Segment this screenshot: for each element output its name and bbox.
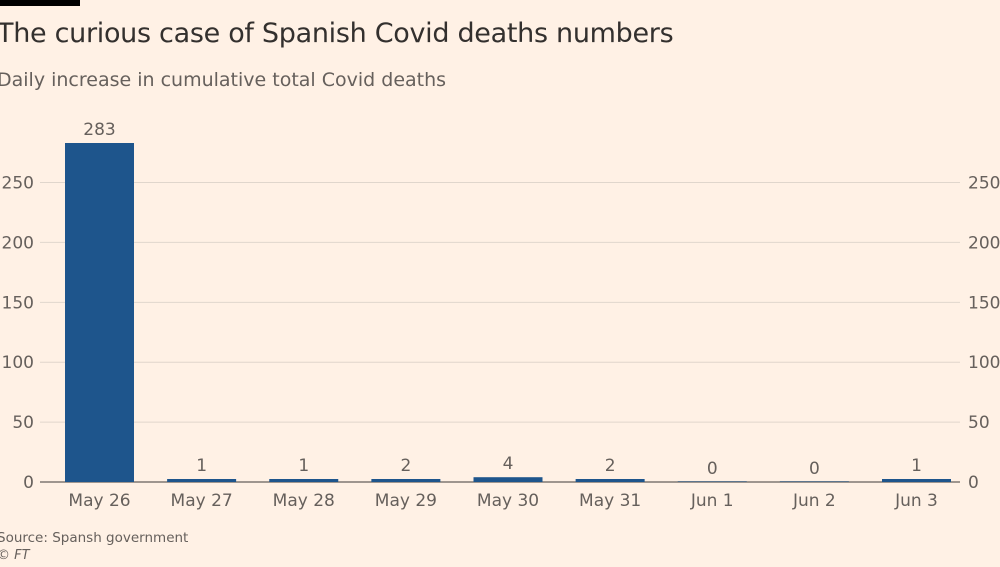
chart-title: The curious case of Spanish Covid deaths…: [0, 18, 674, 49]
value-label: 2: [400, 456, 411, 476]
y-tick-label-right: 0: [968, 473, 979, 493]
gridlines: [40, 182, 960, 483]
bar-may-30: [473, 477, 543, 482]
y-tick-label-right: 100: [968, 353, 1000, 373]
source-note: Source: Spansh government: [0, 530, 189, 546]
x-tick-label: Jun 2: [792, 491, 836, 511]
value-label: 0: [707, 459, 718, 479]
y-tick-label-left: 100: [2, 353, 34, 373]
value-label: 4: [503, 454, 514, 474]
x-tick-label: May 26: [68, 491, 130, 511]
bar-may-28: [269, 479, 339, 482]
value-label: 2: [605, 456, 616, 476]
x-tick-label: Jun 3: [894, 491, 938, 511]
x-tick-label: May 28: [273, 491, 335, 511]
copyright-note: © FT: [0, 548, 30, 563]
x-axis-ticks: May 26 May 27 May 28 May 29 May 30 May 31 Jun …: [68, 491, 937, 511]
y-tick-label-left: 0: [23, 473, 34, 493]
x-tick-label: May 30: [477, 491, 539, 511]
value-label: 283: [83, 120, 115, 140]
x-tick-label: May 31: [579, 491, 641, 511]
value-labels: 283 1 1 2 4 2 0 0 1: [83, 120, 922, 479]
bar-jun-2: [779, 481, 849, 482]
x-tick-label: May 29: [375, 491, 437, 511]
bars: [65, 143, 951, 482]
ft-top-bar: [0, 0, 80, 6]
bar-may-31: [575, 479, 645, 482]
x-tick-label: May 27: [171, 491, 233, 511]
y-tick-label-left: 200: [2, 233, 34, 253]
value-label: 1: [298, 456, 309, 476]
bar-jun-3: [882, 479, 951, 482]
value-label: 0: [809, 459, 820, 479]
y-tick-label-right: 250: [968, 174, 1000, 194]
value-label: 1: [196, 456, 207, 476]
bar-may-29: [371, 479, 441, 482]
chart-subtitle: Daily increase in cumulative total Covid…: [0, 69, 447, 91]
y-tick-label-left: 250: [2, 174, 34, 194]
y-tick-label-right: 150: [968, 293, 1000, 313]
bar-jun-1: [677, 481, 747, 482]
bar-may-27: [167, 479, 237, 482]
y-tick-label-left: 50: [12, 413, 34, 433]
y-tick-label-left: 150: [2, 293, 34, 313]
y-tick-label-right: 200: [968, 233, 1000, 253]
bar-may-26: [65, 143, 134, 482]
x-tick-label: Jun 1: [690, 491, 734, 511]
value-label: 1: [911, 456, 922, 476]
y-tick-label-right: 50: [968, 413, 990, 433]
